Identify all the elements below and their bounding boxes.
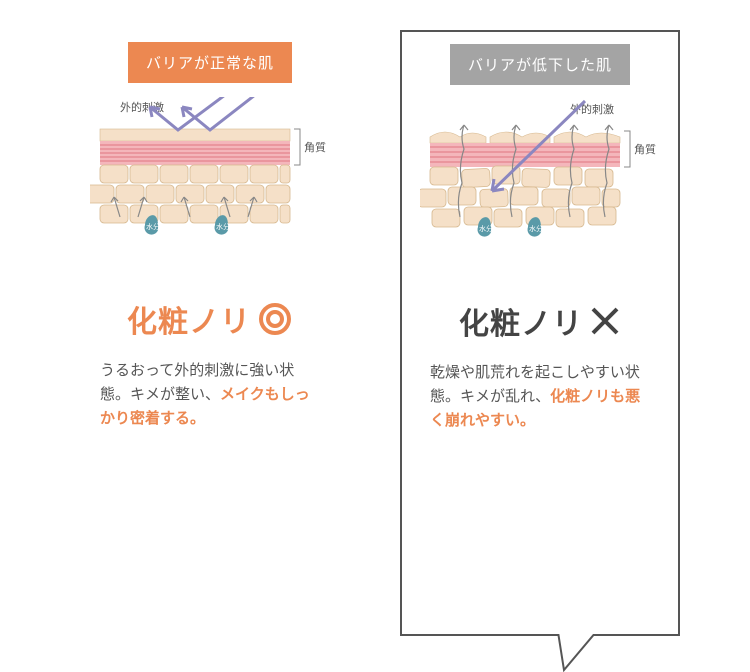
stratum-label-right: 角質	[634, 142, 656, 156]
svg-text:水分: 水分	[216, 222, 230, 231]
stratum-layer-weak	[430, 143, 620, 167]
speech-bubble-tail-icon	[554, 632, 604, 672]
skin-diagram-weakened: 外的刺激 角質	[420, 99, 660, 269]
circle-icon	[257, 301, 293, 337]
badge-weakened: バリアが低下した肌	[450, 44, 630, 85]
description-left: うるおって外的刺激に強い状態。キメが整い、メイクもしっかり密着する。	[100, 359, 320, 431]
svg-text:水分: 水分	[529, 224, 543, 233]
svg-text:水分: 水分	[479, 224, 493, 233]
skin-surface-rough	[430, 132, 620, 143]
verdict-bad: 化粧ノリ	[459, 299, 621, 343]
skin-diagram-normal: 外的刺激 角質	[90, 97, 330, 267]
verdict-text-left: 化粧ノリ	[127, 297, 251, 341]
cell-layer-weak	[420, 166, 620, 227]
skin-surface	[100, 129, 290, 141]
stratum-bracket-right	[624, 131, 630, 167]
stimulus-arrows-deflected	[150, 97, 255, 130]
cell-layer	[90, 165, 290, 223]
stratum-label-left: 角質	[304, 140, 326, 154]
verdict-text-right: 化粧ノリ	[459, 299, 583, 343]
description-right: 乾燥や肌荒れを起こしやすい状態。キメが乱れ、化粧ノリも悪く崩れやすい。	[430, 361, 650, 433]
panel-weakened-barrier: バリアが低下した肌 外的刺激 角質	[400, 30, 680, 636]
badge-normal: バリアが正常な肌	[128, 42, 292, 83]
verdict-good: 化粧ノリ	[127, 297, 293, 341]
stratum-layer	[100, 141, 290, 165]
svg-text:水分: 水分	[146, 222, 160, 231]
cross-icon	[589, 305, 621, 337]
panel-normal-barrier: バリアが正常な肌 外的刺激 角質	[70, 30, 350, 636]
stratum-bracket	[294, 129, 300, 165]
